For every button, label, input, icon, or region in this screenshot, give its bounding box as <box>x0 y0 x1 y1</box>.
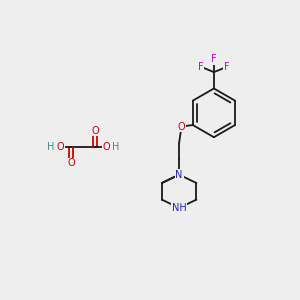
Text: H: H <box>47 142 54 152</box>
Text: O: O <box>102 142 110 152</box>
Text: F: F <box>211 54 217 64</box>
Text: F: F <box>224 62 230 72</box>
Text: O: O <box>91 126 99 136</box>
Text: NH: NH <box>172 203 187 213</box>
Text: H: H <box>112 142 119 152</box>
Text: N: N <box>176 170 183 180</box>
Text: O: O <box>178 122 185 131</box>
Text: O: O <box>56 142 64 152</box>
Text: F: F <box>198 62 204 72</box>
Text: O: O <box>68 158 75 168</box>
